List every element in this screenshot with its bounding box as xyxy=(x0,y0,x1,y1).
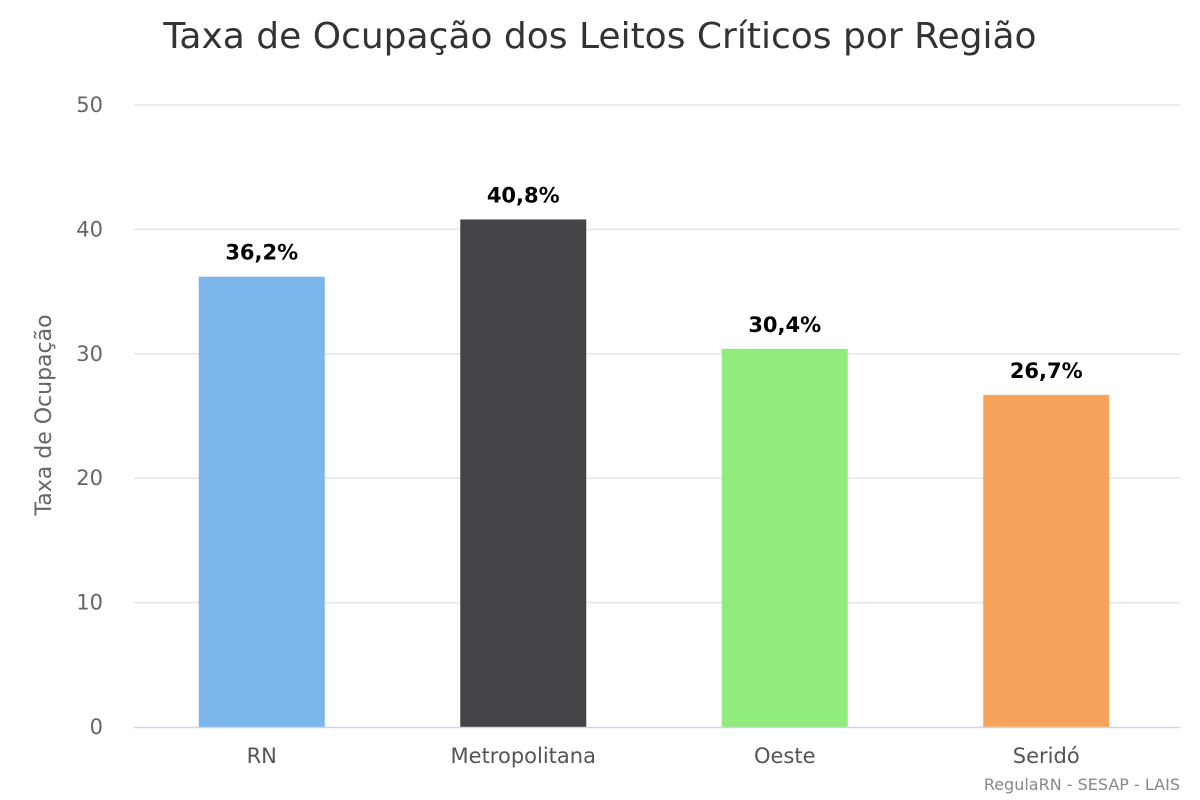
bar-serid- xyxy=(983,394,1110,727)
data-label: 30,4% xyxy=(748,313,821,337)
y-tick-label: 50 xyxy=(76,93,103,117)
y-tick-label: 40 xyxy=(76,217,103,241)
data-label: 36,2% xyxy=(225,241,298,265)
bar-oeste xyxy=(721,348,848,727)
chart-title: Taxa de Ocupação dos Leitos Críticos por… xyxy=(162,16,1036,57)
bar-metropolitana xyxy=(460,219,587,727)
data-label: 40,8% xyxy=(487,183,560,207)
x-category-label: Seridó xyxy=(1013,744,1080,768)
data-labels: 36,2% 40,8% 30,4% 26,7% xyxy=(225,183,1082,382)
x-axis-categories: RN Metropolitana Oeste Seridó xyxy=(247,744,1080,768)
bars xyxy=(198,219,1110,727)
y-tick-label: 10 xyxy=(76,591,103,615)
y-axis-ticks: 0 10 20 30 40 50 xyxy=(76,93,103,739)
y-tick-label: 20 xyxy=(76,466,103,490)
y-tick-label: 30 xyxy=(76,342,103,366)
y-tick-label: 0 xyxy=(90,715,103,739)
x-category-label: Metropolitana xyxy=(451,744,596,768)
credits-text: RegulaRN - SESAP - LAIS xyxy=(984,775,1180,794)
y-axis-label: Taxa de Ocupação xyxy=(32,314,57,516)
bar-rn xyxy=(198,276,325,727)
x-category-label: Oeste xyxy=(754,744,816,768)
data-label: 26,7% xyxy=(1010,359,1083,383)
x-category-label: RN xyxy=(247,744,277,768)
